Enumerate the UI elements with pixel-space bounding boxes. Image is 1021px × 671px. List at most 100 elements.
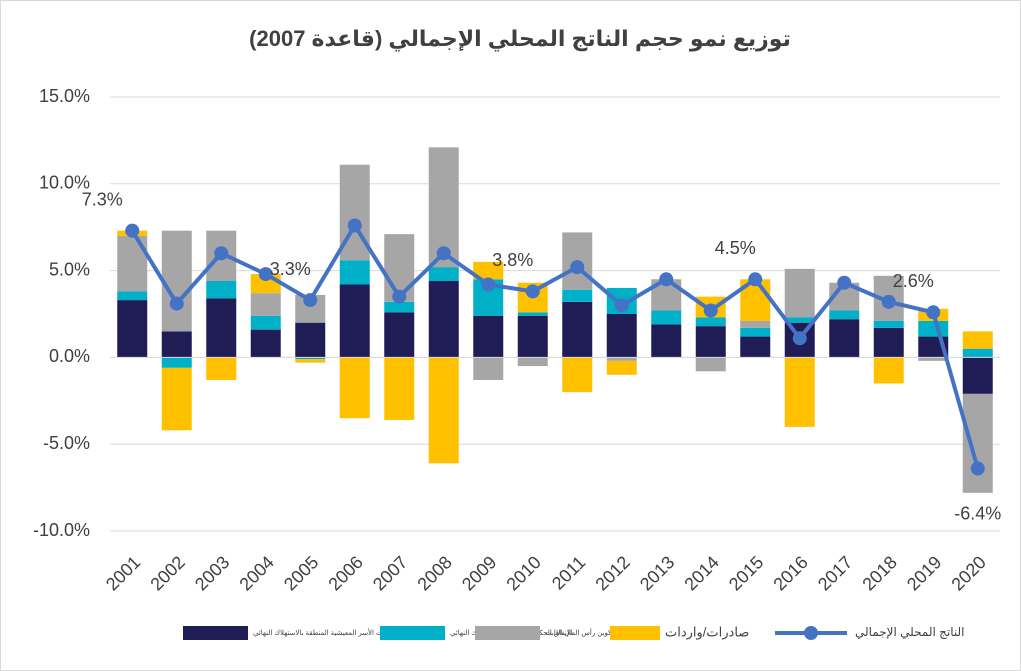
bar — [695, 317, 726, 327]
bar — [562, 301, 593, 358]
bar — [295, 359, 326, 363]
legend-swatch — [804, 626, 818, 640]
bar — [161, 230, 192, 332]
bar — [962, 393, 993, 493]
bar — [829, 319, 860, 358]
y-tick-label: 10.0% — [39, 173, 90, 193]
legend-label: نفقات الأسر المعيشية المنطقة بالاستهلاك … — [253, 628, 394, 637]
bar — [384, 357, 415, 420]
line-marker — [792, 331, 807, 346]
bar — [250, 293, 281, 316]
bar — [517, 315, 548, 358]
bar — [606, 357, 637, 361]
legend-swatch — [380, 626, 445, 640]
y-tick-label: 5.0% — [49, 259, 90, 279]
line-marker — [347, 218, 362, 233]
bar — [562, 289, 593, 302]
line-marker — [481, 277, 496, 292]
bar — [784, 268, 815, 318]
bar — [829, 310, 860, 320]
line-marker — [926, 305, 941, 320]
legend-swatch — [475, 626, 540, 640]
bar — [295, 322, 326, 358]
bar — [962, 331, 993, 349]
bar — [250, 329, 281, 358]
data-label: 4.5% — [715, 238, 756, 258]
bar — [695, 357, 726, 372]
line-marker — [169, 296, 184, 311]
bar — [428, 281, 459, 358]
bar — [784, 357, 815, 427]
bar — [651, 324, 682, 358]
bar — [473, 315, 504, 358]
bar — [873, 327, 904, 358]
bar — [384, 301, 415, 313]
bar — [295, 357, 326, 360]
bar — [606, 314, 637, 358]
bar — [918, 357, 949, 361]
y-tick-label: 15.0% — [39, 86, 90, 106]
bar — [339, 284, 370, 358]
legend-label: إجمالي تكوين رأس المال الثابت — [545, 628, 636, 637]
bar — [562, 357, 593, 393]
line-marker — [125, 223, 140, 238]
y-tick-label: -10.0% — [33, 520, 90, 540]
bar — [206, 357, 237, 380]
bar — [873, 320, 904, 328]
bar — [161, 357, 192, 368]
data-label: 2.6% — [893, 271, 934, 291]
bar — [161, 367, 192, 431]
chart-title: توزيع نمو حجم الناتج المحلي الإجمالي (قا… — [249, 26, 791, 52]
bar — [428, 357, 459, 464]
bar — [339, 357, 370, 419]
data-label: 3.3% — [270, 259, 311, 279]
line-marker — [748, 272, 763, 287]
line-marker — [525, 284, 540, 299]
bar — [473, 357, 504, 380]
line — [130, 223, 980, 470]
data-label: -6.4% — [954, 503, 1001, 523]
bar — [117, 300, 148, 358]
bar — [962, 357, 993, 394]
bar — [339, 260, 370, 285]
bar — [517, 357, 548, 367]
line-marker — [258, 267, 273, 282]
data-label: 3.8% — [492, 250, 533, 270]
bar — [517, 312, 548, 316]
legend-label: الناتج المحلي الإجمالي — [855, 625, 965, 639]
bar — [606, 360, 637, 375]
line-marker — [214, 246, 229, 261]
bar — [784, 317, 815, 323]
bar — [206, 298, 237, 358]
y-tick-label: 0.0% — [49, 346, 90, 366]
line-marker — [392, 289, 407, 304]
bar — [473, 261, 504, 280]
y-tick-label: -5.0% — [43, 433, 90, 453]
legend-swatch — [610, 626, 660, 640]
line-marker — [659, 272, 674, 287]
legend-swatch — [183, 626, 248, 640]
bar — [250, 315, 281, 330]
bar — [918, 320, 949, 337]
line-marker — [436, 246, 451, 261]
bar — [651, 310, 682, 325]
line-marker — [570, 260, 585, 275]
bar — [873, 357, 904, 384]
line-marker — [881, 294, 896, 309]
bar — [740, 320, 771, 328]
bar — [161, 331, 192, 358]
bar — [695, 326, 726, 358]
legend-label: صادرات/واردات — [665, 624, 749, 640]
bar — [117, 291, 148, 301]
bar — [740, 327, 771, 337]
data-label: 7.3% — [82, 189, 123, 209]
bar — [740, 336, 771, 358]
bar — [962, 348, 993, 358]
line-marker — [703, 303, 718, 318]
line-marker — [303, 293, 318, 308]
bar — [428, 267, 459, 282]
line-marker — [970, 461, 985, 476]
line-marker — [837, 275, 852, 290]
bar — [384, 312, 415, 358]
